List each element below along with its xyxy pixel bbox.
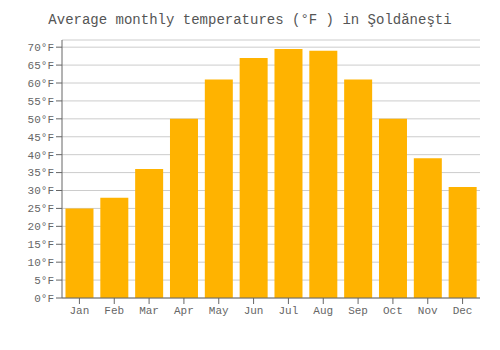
svg-text:65°F: 65°F <box>28 60 54 72</box>
svg-text:55°F: 55°F <box>28 96 54 108</box>
svg-text:15°F: 15°F <box>28 239 54 251</box>
svg-text:30°F: 30°F <box>28 185 54 197</box>
svg-text:35°F: 35°F <box>28 167 54 179</box>
svg-text:Feb: Feb <box>104 305 124 317</box>
svg-text:Dec: Dec <box>453 305 473 317</box>
svg-text:Sep: Sep <box>348 305 368 317</box>
svg-text:Aug: Aug <box>313 305 333 317</box>
svg-text:50°F: 50°F <box>28 114 54 126</box>
svg-text:Oct: Oct <box>383 305 403 317</box>
svg-text:Mar: Mar <box>139 305 159 317</box>
svg-text:Nov: Nov <box>418 305 438 317</box>
svg-text:20°F: 20°F <box>28 221 54 233</box>
svg-text:70°F: 70°F <box>28 42 54 54</box>
svg-text:Jan: Jan <box>70 305 90 317</box>
html-text:Average monthly temperatures (: Average monthly temperatures (°F ) in Şo… <box>48 12 452 28</box>
svg-text:Apr: Apr <box>174 305 194 317</box>
svg-text:60°F: 60°F <box>28 78 54 90</box>
svg-text:40°F: 40°F <box>28 150 54 162</box>
svg-text:25°F: 25°F <box>28 203 54 215</box>
svg-text:0°F: 0°F <box>34 293 54 305</box>
svg-text:May: May <box>209 305 229 317</box>
svg-text:Jun: Jun <box>244 305 264 317</box>
svg-text:5°F: 5°F <box>34 275 54 287</box>
svg-text:10°F: 10°F <box>28 257 54 269</box>
svg-text:Jul: Jul <box>279 305 299 317</box>
svg-text:45°F: 45°F <box>28 132 54 144</box>
